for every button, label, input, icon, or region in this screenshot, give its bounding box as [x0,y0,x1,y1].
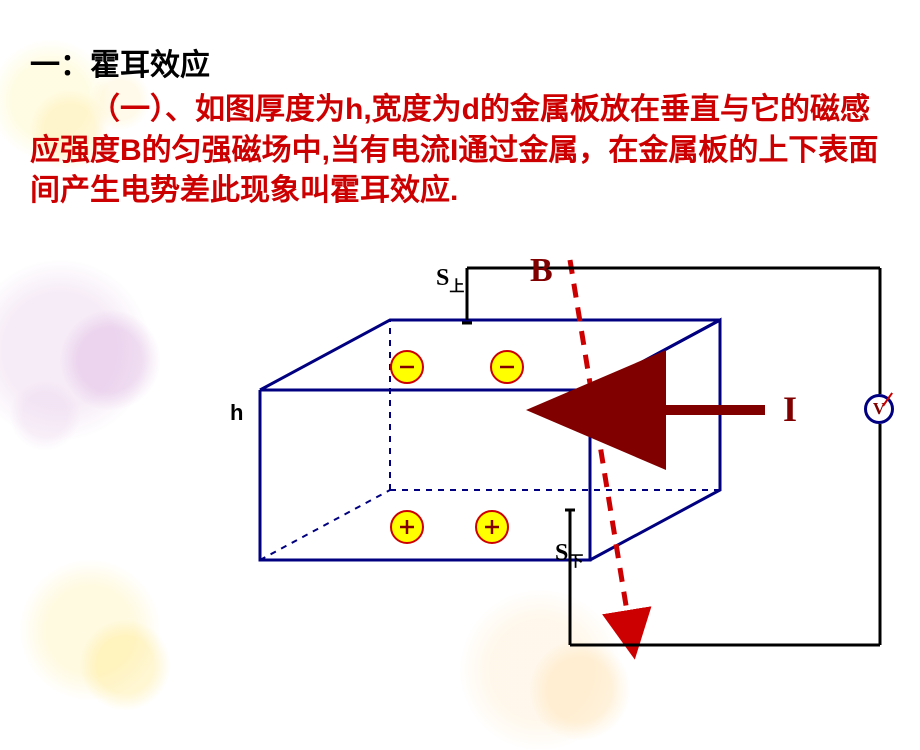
s-up-sub: 上 [449,279,464,295]
slide-content: 一：霍耳效应 （一）、如图厚度为h,宽度为d的金属板放在垂直与它的磁感应强度B的… [0,0,920,212]
voltmeter-icon: V [864,394,894,424]
s-dn-main: S [555,540,568,566]
label-S-lower: S下 [555,540,583,571]
negative-charge-icon [390,350,424,384]
positive-charge-icon [475,510,509,544]
label-S-upper: S上 [436,265,464,296]
label-I: I [783,388,797,430]
hall-effect-diagram: B I h S上 S下 V [220,270,900,670]
s-up-main: S [436,265,449,291]
diagram-lines [220,270,900,670]
section-description: （一）、如图厚度为h,宽度为d的金属板放在垂直与它的磁感应强度B的匀强磁场中,当… [30,90,890,212]
label-h: h [230,400,243,426]
negative-charge-icon [490,350,524,384]
section-title: 一：霍耳效应 [30,40,890,84]
label-B: B [530,252,553,290]
positive-charge-icon [390,510,424,544]
s-dn-sub: 下 [568,554,583,570]
